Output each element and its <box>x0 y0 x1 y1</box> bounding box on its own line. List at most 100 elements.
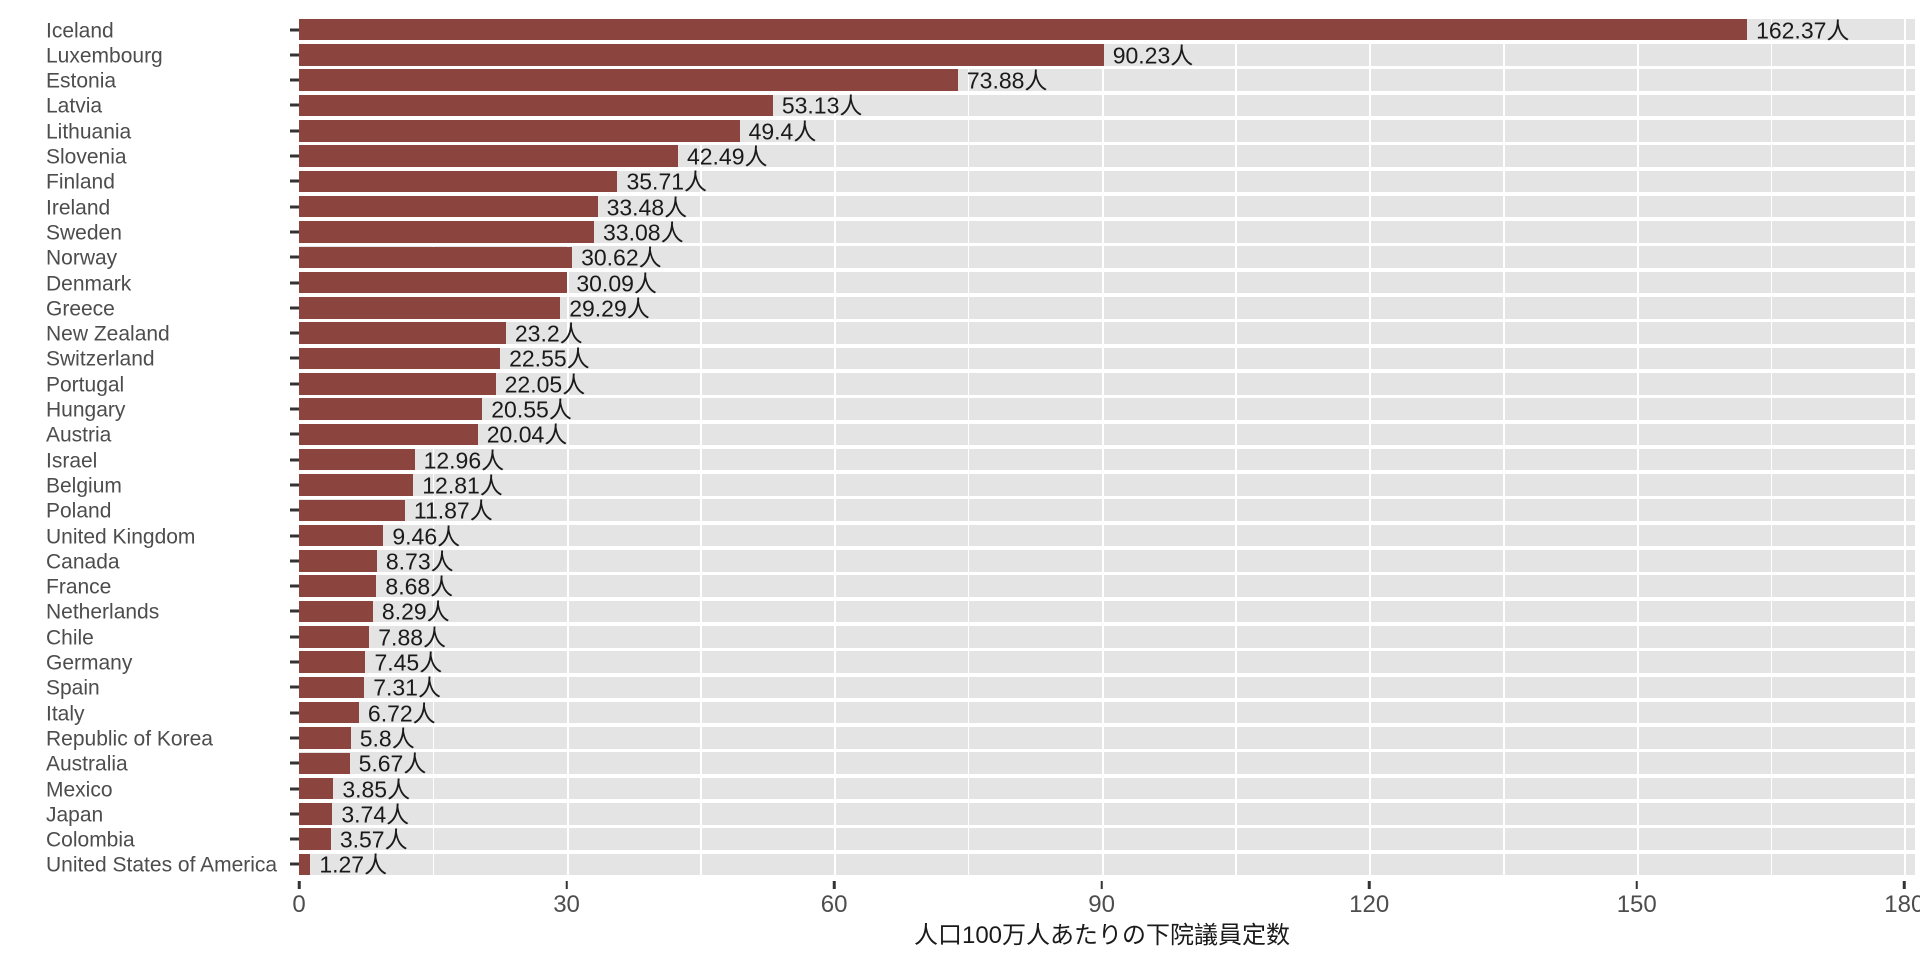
bar <box>299 120 740 142</box>
y-axis-tick <box>290 331 299 335</box>
bar <box>299 853 311 876</box>
bar <box>299 803 333 825</box>
value-label: 29.29人 <box>569 295 650 322</box>
y-axis-tick <box>290 584 299 588</box>
country-label: Portugal <box>46 373 125 397</box>
x-axis-tick <box>297 881 301 889</box>
value-label: 5.8人 <box>359 725 415 752</box>
bar <box>299 752 350 774</box>
country-label: Iceland <box>46 19 114 43</box>
country-label: Hungary <box>46 398 126 422</box>
value-label: 7.88人 <box>378 624 447 651</box>
row-separator-gridline <box>299 116 1915 120</box>
country-label: Canada <box>46 550 120 574</box>
bar <box>299 170 618 193</box>
y-axis-tick <box>290 306 299 310</box>
bar <box>299 297 561 319</box>
y-axis-tick <box>290 281 299 285</box>
value-label: 8.68人 <box>385 573 454 600</box>
major-gridline <box>834 15 837 881</box>
value-label: 12.81人 <box>422 472 503 499</box>
country-label: Estonia <box>46 69 117 93</box>
value-label: 11.87人 <box>413 497 493 524</box>
row-separator-gridline <box>299 470 1915 475</box>
country-label: United Kingdom <box>46 525 196 549</box>
major-gridline <box>1101 15 1104 881</box>
country-label: Japan <box>46 803 104 827</box>
row-separator-gridline <box>299 318 1915 323</box>
row-separator-gridline <box>299 546 1915 551</box>
country-label: Colombia <box>46 828 135 852</box>
bar <box>299 423 478 446</box>
row-separator-gridline <box>299 647 1915 652</box>
bar <box>299 600 373 623</box>
minor-gridline <box>1770 15 1773 881</box>
row-separator-gridline <box>299 875 1915 881</box>
country-label: Spain <box>46 676 100 700</box>
value-label: 49.4人 <box>748 118 817 145</box>
major-gridline <box>1636 15 1639 881</box>
value-label: 7.31人 <box>373 674 441 701</box>
value-label: 35.71人 <box>626 168 708 195</box>
value-label: 1.27人 <box>319 851 388 878</box>
value-label: 23.2人 <box>514 320 583 347</box>
country-label: Latvia <box>46 94 103 118</box>
row-separator-gridline <box>299 799 1915 804</box>
y-axis-tick <box>290 837 299 841</box>
y-axis-tick <box>290 129 299 133</box>
country-label: Netherlands <box>46 600 160 624</box>
country-label: Norway <box>46 246 118 270</box>
value-label: 9.46人 <box>392 523 461 550</box>
bar <box>299 474 414 496</box>
row-separator-gridline <box>299 849 1915 854</box>
row-separator-gridline <box>299 824 1915 829</box>
country-label: Switzerland <box>46 347 155 371</box>
row-separator-gridline <box>299 369 1915 373</box>
country-label: Luxembourg <box>46 44 163 68</box>
bar <box>299 651 366 673</box>
row-separator-gridline <box>299 571 1915 576</box>
row-separator-gridline <box>299 40 1915 45</box>
value-label: 90.23人 <box>1112 42 1194 69</box>
y-axis-tick <box>290 761 299 765</box>
x-axis-tick-label: 90 <box>1088 891 1115 918</box>
value-label: 73.88人 <box>966 67 1048 94</box>
bar <box>299 524 384 547</box>
value-label: 162.37人 <box>1756 17 1850 44</box>
x-axis-tick-label: 150 <box>1616 891 1657 918</box>
x-axis-tick <box>1100 881 1103 889</box>
x-axis-title: 人口100万人あたりの下院議員定数 <box>913 922 1291 949</box>
bar <box>299 499 405 521</box>
country-label: Denmark <box>46 272 132 296</box>
row-separator-gridline <box>299 672 1915 677</box>
value-label: 8.29人 <box>381 598 450 625</box>
x-axis-tick <box>832 881 836 889</box>
row-separator-gridline <box>299 90 1915 95</box>
minor-gridline <box>1502 15 1505 881</box>
row-separator-gridline <box>299 217 1915 222</box>
country-label: Ireland <box>46 196 111 220</box>
row-separator-gridline <box>299 65 1915 70</box>
y-axis-tick <box>290 179 299 183</box>
country-label: Germany <box>46 651 133 675</box>
value-label: 33.48人 <box>606 194 688 221</box>
bar <box>299 701 359 724</box>
row-separator-gridline <box>299 394 1915 399</box>
bar <box>299 246 573 268</box>
x-axis-tick <box>1903 881 1906 889</box>
row-separator-gridline <box>299 521 1915 525</box>
x-axis-tick-label: 120 <box>1349 891 1390 918</box>
y-axis-tick <box>290 812 299 816</box>
bar <box>299 398 483 420</box>
country-label: Greece <box>46 297 115 321</box>
country-label: Finland <box>46 170 115 194</box>
x-axis-tick <box>1635 881 1638 889</box>
bar <box>299 626 370 648</box>
major-gridline <box>1369 15 1372 881</box>
y-axis-tick <box>290 660 299 664</box>
country-label: Republic of Korea <box>46 727 213 751</box>
value-label: 20.55人 <box>491 396 572 423</box>
y-axis-tick <box>290 736 299 740</box>
x-axis-tick-label: 180 <box>1884 891 1920 918</box>
row-separator-gridline <box>299 242 1915 247</box>
